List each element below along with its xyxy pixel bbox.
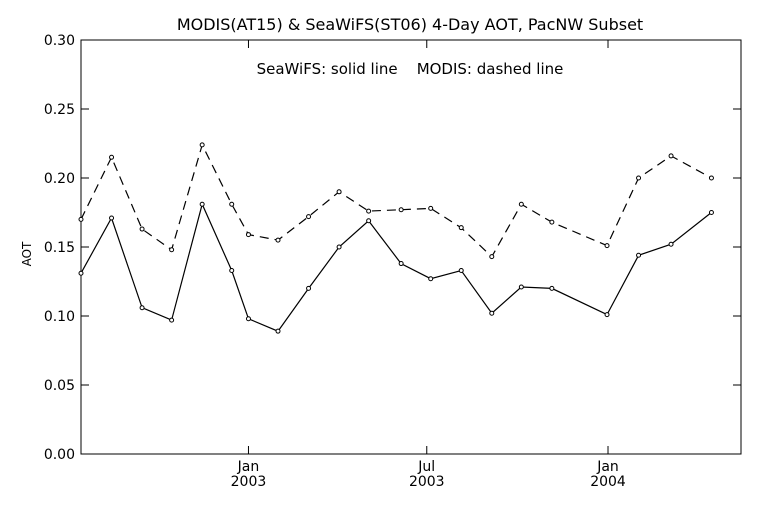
modis-point — [306, 214, 312, 220]
modis-point — [275, 237, 281, 243]
modis-point — [458, 225, 464, 231]
series-layer — [78, 142, 714, 334]
plot-frame — [80, 39, 742, 455]
modis-point — [366, 208, 372, 214]
seawifs-point — [398, 261, 404, 267]
seawifs-point — [78, 270, 84, 276]
x-tick-year-label: 2003 — [409, 474, 445, 490]
seawifs-point — [109, 215, 115, 221]
modis-point — [229, 201, 235, 207]
modis-line — [80, 143, 712, 258]
modis-point — [604, 243, 610, 249]
seawifs-point — [428, 276, 434, 282]
seawifs-point — [199, 201, 205, 207]
seawifs-point — [306, 285, 312, 291]
y-tick-label: 0.05 — [44, 378, 75, 394]
seawifs-point — [366, 218, 372, 224]
modis-point — [428, 205, 434, 211]
seawifs-point — [229, 267, 235, 273]
y-tick-label: 0.15 — [44, 240, 75, 256]
y-tick-label: 0.25 — [44, 102, 75, 118]
seawifs-point — [245, 316, 251, 322]
modis-point — [78, 216, 84, 222]
series-annotation: SeaWiFS: solid line MODIS: dashed line — [257, 60, 564, 78]
seawifs-point — [336, 244, 342, 250]
seawifs-point — [275, 328, 281, 334]
seawifs-point — [458, 267, 464, 273]
seawifs-point — [549, 285, 555, 291]
y-tick-label: 0.30 — [44, 33, 75, 49]
modis-point — [489, 254, 495, 260]
seawifs-point — [708, 210, 714, 215]
modis-point — [245, 232, 251, 238]
seawifs-point — [636, 252, 642, 258]
seawifs-point — [169, 317, 175, 323]
x-tick-month-label: Jul — [417, 459, 435, 475]
modis-point — [518, 201, 524, 207]
modis-point — [708, 175, 714, 181]
modis-point — [398, 207, 404, 213]
modis-point — [549, 219, 555, 225]
y-axis: 0.00 0.05 0.10 0.15 0.20 0.25 0.30 — [44, 33, 741, 463]
modis-point — [199, 142, 205, 148]
modis-point — [668, 153, 674, 159]
modis-point — [636, 175, 642, 181]
seawifs-point — [518, 284, 524, 290]
modis-point — [109, 154, 115, 160]
x-tick-year-label: 2004 — [590, 474, 626, 490]
chart-title: MODIS(AT15) & SeaWiFS(ST06) 4-Day AOT, P… — [177, 15, 643, 34]
y-tick-label: 0.10 — [44, 309, 75, 325]
seawifs-point — [489, 310, 495, 316]
y-axis-label: AOT — [20, 241, 34, 266]
modis-point — [139, 226, 145, 232]
seawifs-point — [668, 241, 674, 247]
seawifs-point — [604, 312, 610, 318]
y-tick-label: 0.00 — [44, 447, 75, 463]
x-tick-year-label: 2003 — [231, 474, 267, 490]
modis-point — [336, 189, 342, 195]
seawifs-point — [139, 305, 145, 311]
x-tick-month-label: Jan — [596, 459, 619, 475]
x-tick-month-label: Jan — [237, 459, 260, 475]
modis-point — [169, 247, 175, 253]
y-tick-label: 0.20 — [44, 171, 75, 187]
